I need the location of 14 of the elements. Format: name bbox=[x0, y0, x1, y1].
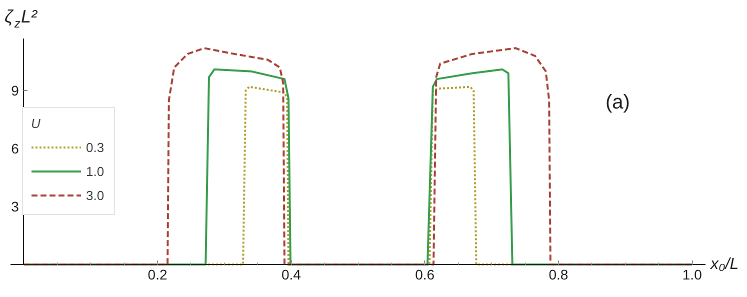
x-tick-label: 1.0 bbox=[682, 266, 702, 282]
legend-label: 1.0 bbox=[86, 162, 106, 180]
x-tick-label: 0.8 bbox=[548, 266, 568, 282]
legend-title: U bbox=[31, 116, 42, 131]
legend-label: 3.0 bbox=[86, 186, 106, 204]
y-tick-label: 9 bbox=[11, 82, 20, 99]
x-axis-title: x₀/L bbox=[710, 256, 739, 273]
y-tick-label: 3 bbox=[11, 198, 20, 215]
y-tick-label: 6 bbox=[11, 140, 20, 157]
x-tick-label: 0.4 bbox=[281, 266, 302, 282]
annotation: (a) bbox=[606, 92, 630, 114]
x-tick-label: 0.6 bbox=[415, 266, 435, 282]
x-tick-label: 0.2 bbox=[148, 266, 168, 282]
legend-label: 0.3 bbox=[86, 138, 106, 156]
